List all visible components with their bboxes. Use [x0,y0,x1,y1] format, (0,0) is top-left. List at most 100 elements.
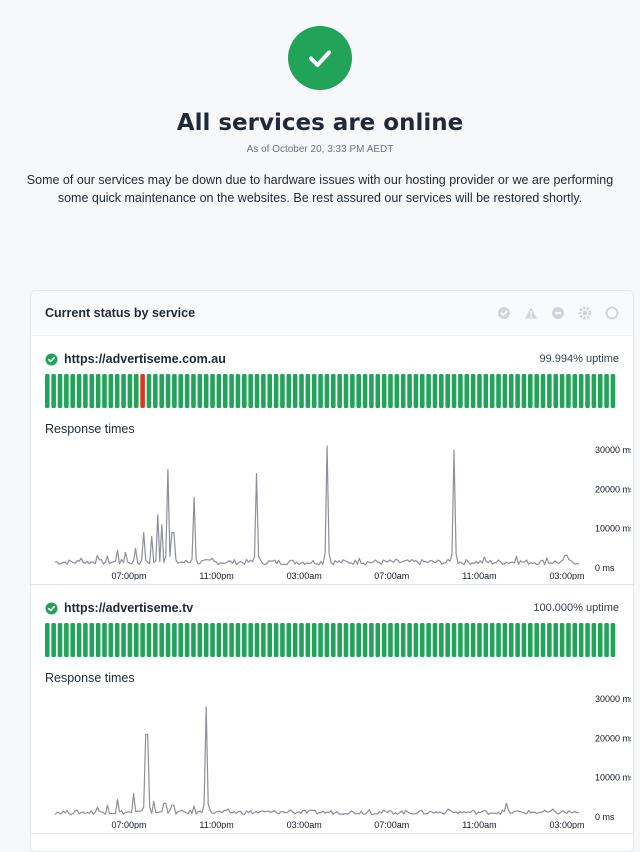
uptime-bar[interactable] [331,623,336,657]
uptime-bar[interactable] [534,623,539,657]
uptime-bar[interactable] [203,374,209,408]
uptime-bar[interactable] [375,374,381,408]
uptime-bar[interactable] [311,623,317,657]
uptime-bar[interactable] [553,623,559,657]
uptime-bar[interactable] [400,623,406,657]
uptime-bar[interactable] [483,623,489,657]
uptime-bar[interactable] [254,374,260,408]
uptime-bar[interactable] [248,374,253,408]
uptime-bar[interactable] [254,623,260,657]
uptime-bar[interactable] [76,623,82,657]
uptime-bar[interactable] [515,623,520,657]
uptime-bar[interactable] [305,374,311,408]
uptime-bar[interactable] [114,623,120,657]
uptime-bar[interactable] [419,374,425,408]
uptime-bar[interactable] [566,374,571,408]
uptime-bar[interactable] [559,374,565,408]
uptime-bar[interactable] [407,374,412,408]
uptime-bar[interactable] [604,374,609,408]
uptime-bar[interactable] [191,374,196,408]
uptime-bar[interactable] [133,623,139,657]
uptime-bar[interactable] [439,374,444,408]
uptime-bar[interactable] [172,374,177,408]
uptime-bar[interactable] [45,623,50,657]
uptime-bar[interactable] [292,374,298,408]
uptime-bar[interactable] [369,374,374,408]
uptime-bar[interactable] [210,374,215,408]
uptime-bar[interactable] [528,374,533,408]
uptime-bar[interactable] [267,623,273,657]
uptime-bar[interactable] [432,374,438,408]
uptime-bar[interactable] [585,374,590,408]
uptime-bar[interactable] [381,623,387,657]
uptime-bar[interactable] [229,374,234,408]
unknown-icon[interactable] [605,306,619,320]
uptime-bar[interactable] [70,374,75,408]
uptime-bar[interactable] [496,374,501,408]
uptime-bar[interactable] [51,623,56,657]
uptime-bar[interactable] [413,374,419,408]
warning-icon[interactable] [524,306,538,320]
uptime-bar[interactable] [76,374,82,408]
uptime-bar[interactable] [572,623,578,657]
uptime-bar[interactable] [362,623,368,657]
uptime-bar[interactable] [477,623,482,657]
uptime-bar[interactable] [369,623,374,657]
uptime-bar[interactable] [210,623,215,657]
response-series-line[interactable] [54,445,580,566]
uptime-bar[interactable] [121,374,126,408]
uptime-bar[interactable] [70,623,75,657]
uptime-bar[interactable] [426,623,431,657]
uptime-bar[interactable] [547,374,552,408]
uptime-bar[interactable] [178,374,184,408]
uptime-bar[interactable] [197,623,203,657]
uptime-bar[interactable] [470,374,476,408]
uptime-bar[interactable] [89,623,95,657]
uptime-bar[interactable] [127,374,133,408]
uptime-bar[interactable] [477,374,482,408]
uptime-bar[interactable] [356,374,361,408]
uptime-bar[interactable] [159,374,164,408]
uptime-bar[interactable] [286,623,292,657]
uptime-bar[interactable] [235,623,241,657]
outage-icon[interactable] [551,306,565,320]
uptime-bar[interactable] [89,374,95,408]
uptime-bar[interactable] [483,374,489,408]
uptime-bar[interactable] [159,623,164,657]
uptime-bar[interactable] [95,623,101,657]
uptime-bar[interactable] [229,623,234,657]
uptime-bar[interactable] [451,623,457,657]
uptime-bar[interactable] [591,623,597,657]
uptime-bar[interactable] [458,623,463,657]
service-name[interactable]: https://advertiseme.tv [45,601,193,615]
uptime-bar[interactable] [184,623,190,657]
uptime-bar[interactable] [286,374,292,408]
uptime-bar[interactable] [547,623,552,657]
uptime-bar[interactable] [540,374,546,408]
uptime-bar[interactable] [407,623,412,657]
uptime-bar[interactable] [261,374,266,408]
uptime-bar[interactable] [146,623,152,657]
uptime-bar[interactable] [299,374,304,408]
uptime-bar[interactable] [299,623,304,657]
uptime-bar[interactable] [184,374,190,408]
uptime-bar[interactable] [153,623,158,657]
uptime-bar[interactable] [343,374,349,408]
uptime-bar[interactable] [400,374,406,408]
uptime-bar[interactable] [464,374,470,408]
uptime-bar[interactable] [222,374,228,408]
uptime-bar[interactable] [470,623,476,657]
uptime-bar[interactable] [127,623,133,657]
uptime-bar[interactable] [140,623,145,657]
uptime-bar[interactable] [140,374,145,408]
uptime-bar[interactable] [521,374,527,408]
uptime-bar[interactable] [578,374,584,408]
uptime-bar[interactable] [502,374,508,408]
uptime-bar[interactable] [489,623,495,657]
uptime-bar[interactable] [216,623,222,657]
uptime-bar[interactable] [311,374,317,408]
uptime-bar[interactable] [388,374,393,408]
uptime-bar[interactable] [133,374,139,408]
uptime-bar[interactable] [165,374,171,408]
uptime-bar[interactable] [350,623,355,657]
